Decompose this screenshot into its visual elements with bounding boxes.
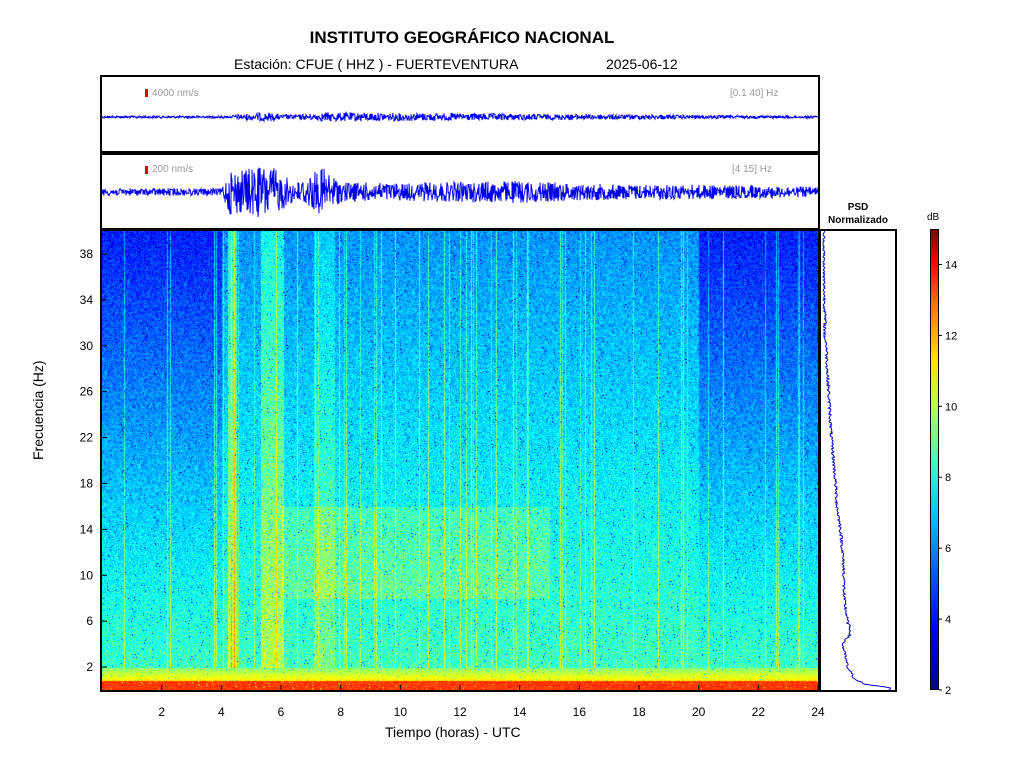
y-tick-label: 10 bbox=[80, 568, 94, 582]
x-tick-label: 6 bbox=[278, 705, 285, 719]
colorbar-tick-label: 12 bbox=[945, 330, 957, 342]
broadband-scale-bar bbox=[145, 89, 148, 97]
filtered-scale-label: 200 nm/s bbox=[152, 164, 194, 175]
y-tick-label: 2 bbox=[86, 660, 93, 674]
x-tick-label: 4 bbox=[218, 705, 225, 719]
waveform-trace bbox=[102, 167, 818, 217]
x-tick-label: 14 bbox=[513, 705, 527, 719]
psd-title-line2: Normalizado bbox=[827, 215, 888, 226]
spectrogram-panel bbox=[100, 229, 820, 692]
psd-panel bbox=[819, 229, 897, 692]
y-tick-label: 6 bbox=[86, 614, 93, 628]
x-tick-label: 20 bbox=[692, 705, 706, 719]
colorbar-tick-label: 14 bbox=[945, 259, 957, 271]
station-label: Estación: CFUE ( HHZ ) - FUERTEVENTURA bbox=[234, 56, 519, 72]
colorbar-tick-label: 2 bbox=[945, 685, 951, 697]
x-tick-label: 16 bbox=[573, 705, 587, 719]
y-tick-label: 38 bbox=[80, 247, 94, 261]
colorbar-tick-label: 8 bbox=[945, 472, 951, 484]
filtered-band-label: [4 15] Hz bbox=[732, 164, 773, 175]
colorbar-tick-label: 10 bbox=[945, 401, 957, 413]
y-tick-label: 22 bbox=[80, 431, 94, 445]
x-axis-label: Tiempo (horas) - UTC bbox=[385, 724, 521, 740]
waveform-filtered-plot bbox=[102, 167, 818, 217]
y-axis-label: Frecuencia (Hz) bbox=[30, 360, 46, 460]
psd-title-line1: PSD bbox=[847, 202, 869, 213]
spectrogram-canvas bbox=[102, 231, 818, 690]
broadband-band-label: [0.1 40] Hz bbox=[730, 88, 779, 99]
x-tick-label: 2 bbox=[158, 705, 165, 719]
x-tick-label: 24 bbox=[811, 705, 825, 719]
x-tick-label: 8 bbox=[337, 705, 344, 719]
date-label: 2025-06-12 bbox=[606, 56, 678, 72]
y-tick-label: 34 bbox=[80, 293, 94, 307]
y-tick-label: 26 bbox=[80, 385, 94, 399]
waveform-broadband-plot bbox=[102, 111, 818, 123]
psd-curve bbox=[822, 231, 892, 690]
psd-plot bbox=[822, 231, 892, 690]
x-tick-label: 18 bbox=[632, 705, 646, 719]
x-tick-label: 12 bbox=[453, 705, 467, 719]
y-tick-label: 18 bbox=[80, 476, 94, 490]
chart-title: INSTITUTO GEOGRÁFICO NACIONAL bbox=[309, 28, 615, 47]
colorbar-tick-label: 6 bbox=[945, 543, 951, 555]
colorbar-tick-label: 4 bbox=[945, 614, 951, 626]
y-tick-label: 14 bbox=[80, 522, 94, 536]
waveform-filtered-panel bbox=[100, 153, 820, 230]
filtered-scale-bar bbox=[145, 166, 148, 174]
x-tick-label: 22 bbox=[752, 705, 766, 719]
colorbar-unit-label: dB bbox=[927, 212, 940, 223]
y-tick-label: 30 bbox=[80, 339, 94, 353]
colorbar bbox=[930, 229, 939, 690]
waveform-trace bbox=[102, 111, 818, 123]
chart-subtitle: Estación: CFUE ( HHZ ) - FUERTEVENTURA 2… bbox=[234, 56, 678, 72]
psd-title: PSD Normalizado bbox=[820, 201, 896, 227]
x-tick-label: 10 bbox=[394, 705, 408, 719]
waveform-broadband-panel bbox=[100, 75, 820, 153]
broadband-scale-label: 4000 nm/s bbox=[152, 88, 199, 99]
